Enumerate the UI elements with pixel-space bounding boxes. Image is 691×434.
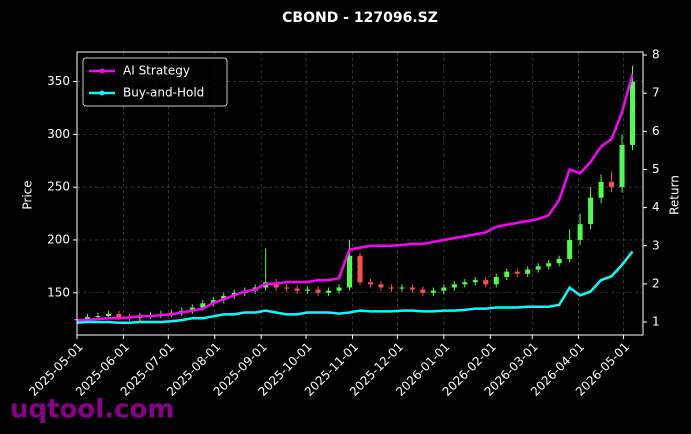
candle-body — [294, 288, 300, 291]
y2-tick-label: 1 — [652, 315, 660, 329]
candle-body — [347, 255, 353, 288]
candle-body — [315, 289, 321, 293]
chart-title: CBOND - 127096.SZ — [282, 10, 438, 26]
candle-body — [189, 307, 195, 311]
candle-body — [409, 287, 415, 290]
candle-body — [95, 315, 101, 318]
candle-body — [525, 269, 531, 274]
candle-body — [609, 181, 615, 188]
plot-frame — [76, 51, 644, 336]
candle-body — [367, 282, 373, 285]
candle-body — [504, 271, 510, 277]
candle-body — [462, 282, 468, 285]
candle-body — [630, 81, 636, 145]
y2-axis-label: Return — [668, 175, 682, 215]
candle-body — [556, 258, 562, 264]
y2-tick-label: 3 — [652, 238, 660, 252]
candle-body — [483, 280, 489, 285]
return-line — [76, 73, 634, 322]
candle-body — [430, 290, 436, 293]
y2-tick-label: 6 — [652, 124, 660, 138]
legend-box — [82, 57, 228, 107]
candle-body — [84, 317, 90, 320]
candle-body — [105, 313, 111, 316]
candle-body — [535, 266, 541, 270]
y-tick-label: 350 — [47, 74, 70, 88]
candle-body — [598, 181, 604, 198]
candle-body — [388, 287, 394, 289]
candle-body — [399, 287, 405, 289]
legend-marker — [99, 90, 105, 96]
candle-body — [441, 287, 447, 291]
candle-body — [619, 144, 625, 188]
candle-body — [116, 313, 122, 318]
candle-body — [420, 289, 426, 293]
y-tick-label: 250 — [47, 180, 70, 194]
candle-body — [336, 287, 342, 291]
y-axis-label: Price — [21, 180, 35, 209]
y2-tick-label: 2 — [652, 276, 660, 290]
candle-body — [284, 287, 290, 289]
legend-label: Buy-and-Hold — [123, 86, 204, 100]
candle-body — [305, 289, 311, 291]
y2-tick-label: 4 — [652, 200, 660, 214]
candle-body — [326, 290, 332, 293]
y2-tick-label: 5 — [652, 162, 660, 176]
y2-tick-label: 7 — [652, 86, 660, 100]
y-tick-label: 300 — [47, 127, 70, 141]
candle-body — [357, 255, 363, 283]
y-tick-label: 150 — [47, 285, 70, 299]
candle-body — [567, 239, 573, 259]
legend-marker — [99, 68, 105, 74]
candle-body — [451, 284, 457, 288]
y2-tick-label: 8 — [652, 48, 660, 62]
plot-area — [74, 52, 643, 335]
candle-body — [514, 271, 520, 274]
watermark: uqtool.com — [10, 395, 174, 425]
candle-body — [493, 276, 499, 285]
candle-body — [378, 284, 384, 288]
candle-body — [200, 303, 206, 308]
return-line — [76, 250, 634, 325]
candle-body — [472, 280, 478, 283]
candle-body — [588, 197, 594, 225]
candle-body — [546, 263, 552, 267]
candle-body — [577, 224, 583, 240]
y-tick-label: 200 — [47, 232, 70, 246]
legend-label: AI Strategy — [123, 64, 190, 78]
